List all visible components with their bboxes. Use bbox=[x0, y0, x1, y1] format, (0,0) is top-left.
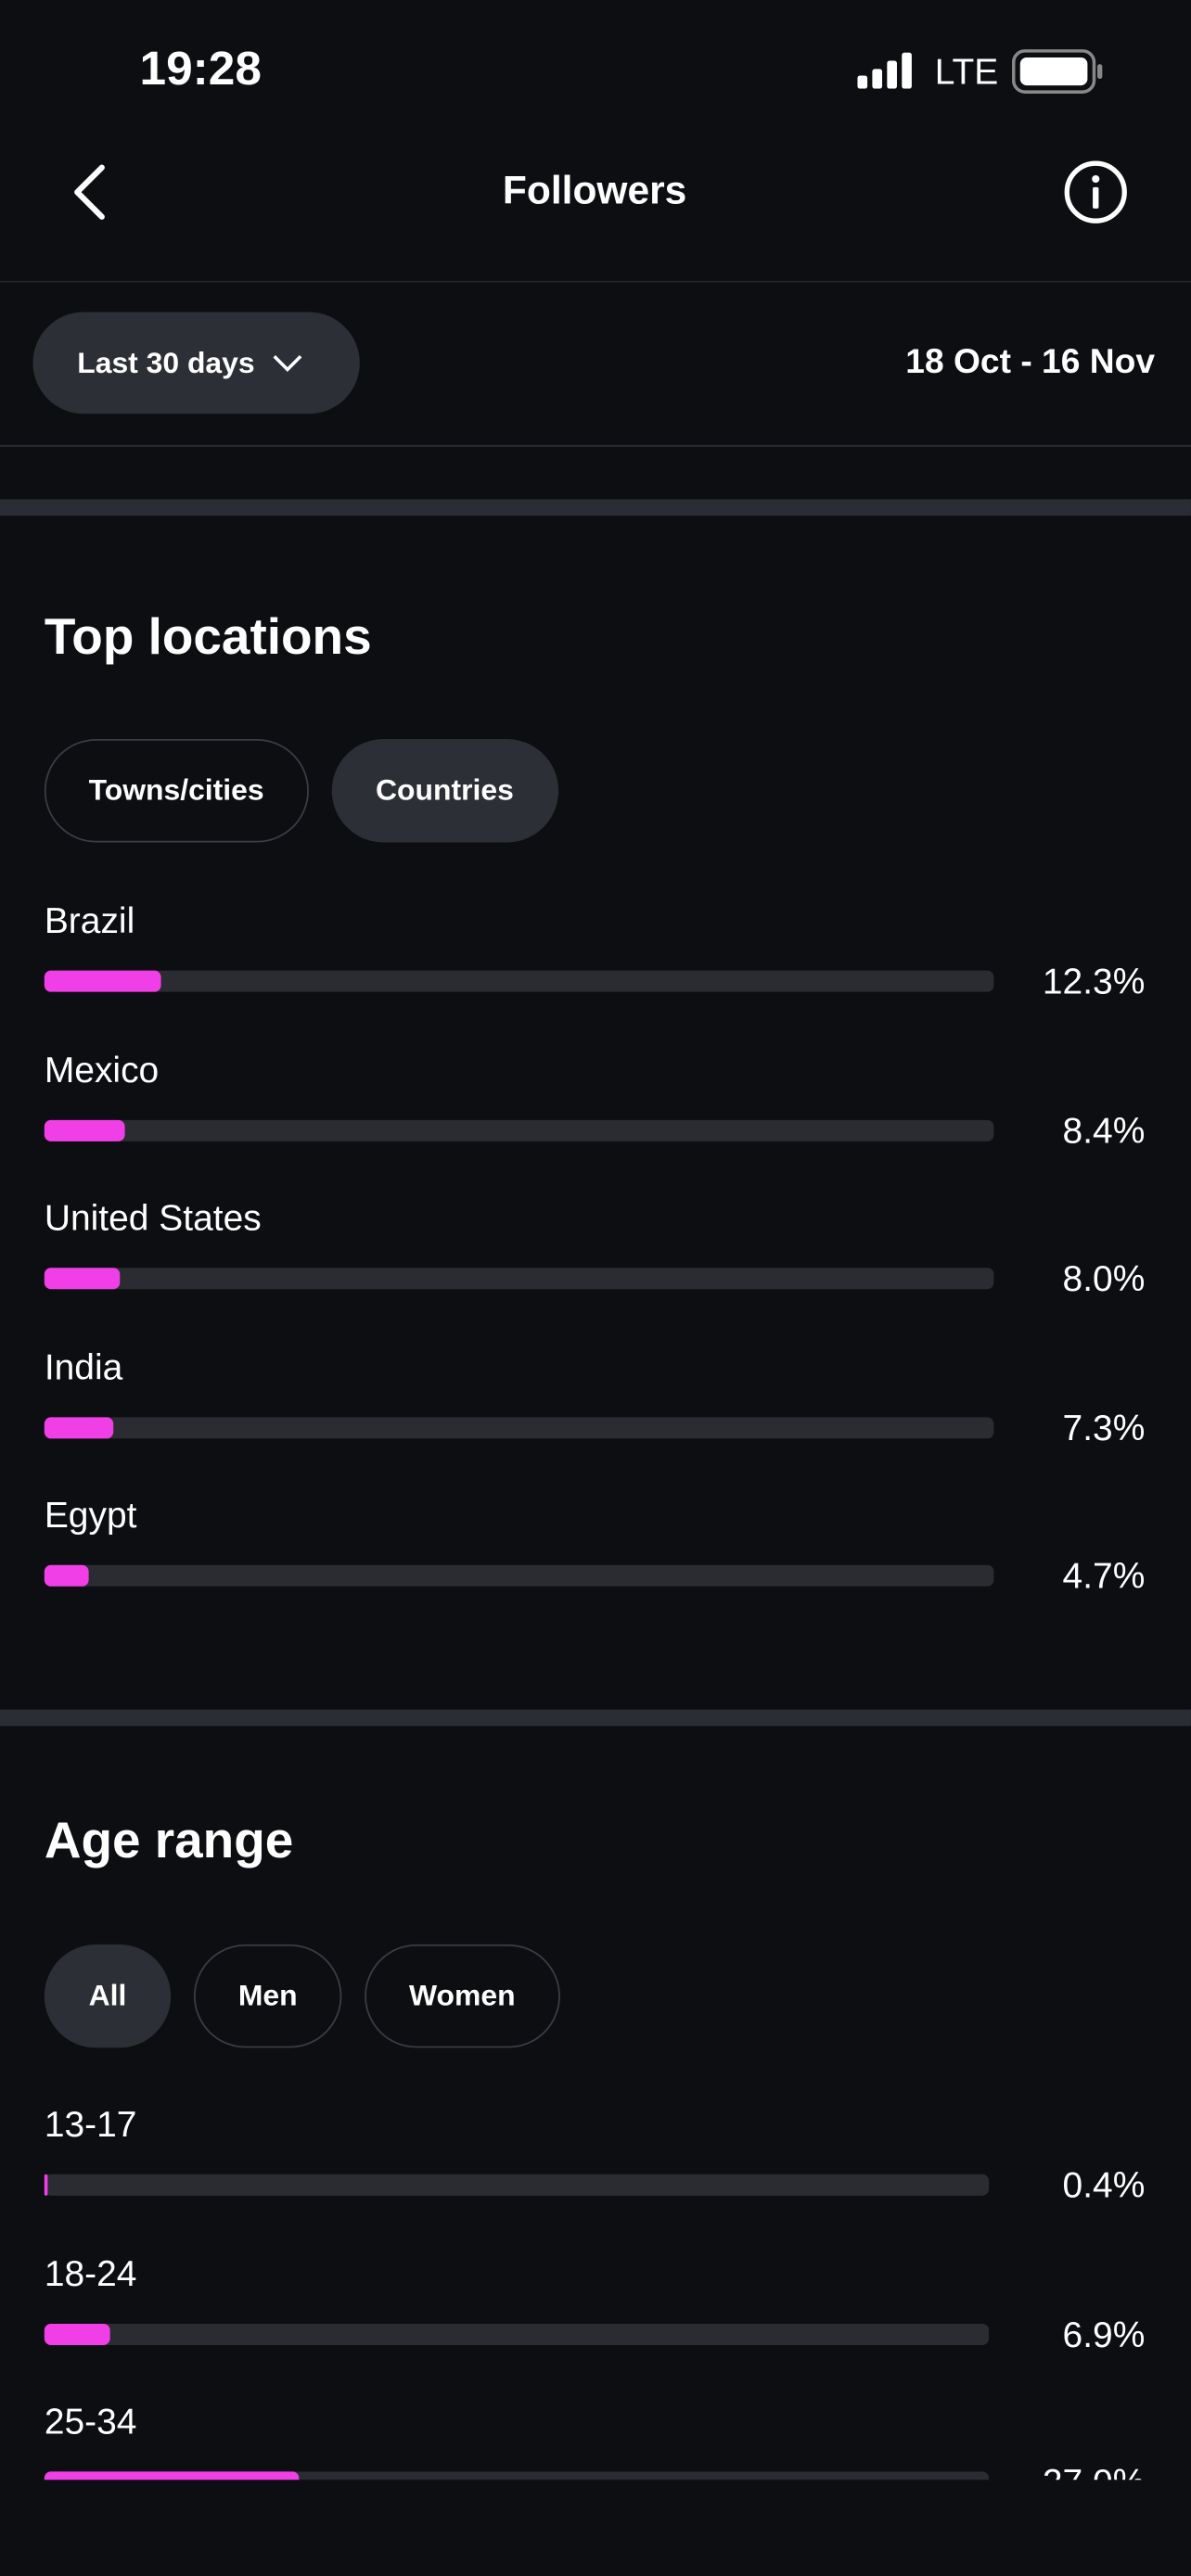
divider bbox=[0, 280, 1191, 283]
bar bbox=[44, 1118, 124, 1141]
row-label: 18-24 bbox=[44, 2251, 137, 2294]
battery-icon bbox=[1011, 49, 1103, 94]
row-label: United States bbox=[44, 1197, 262, 1239]
tab-group: All Men Women bbox=[44, 1944, 583, 2048]
tab-group: Towns/cities Countries bbox=[44, 738, 582, 843]
back-button[interactable] bbox=[66, 162, 115, 222]
signal-icon bbox=[857, 52, 912, 89]
bar bbox=[44, 1416, 114, 1438]
row-label: 13-17 bbox=[44, 2103, 137, 2145]
row-label: India bbox=[44, 1345, 123, 1387]
network-label: LTE bbox=[934, 50, 999, 93]
value-label: 7.3% bbox=[1062, 1406, 1146, 1448]
value-label: 8.4% bbox=[1062, 1109, 1146, 1151]
section-title: Top locations bbox=[44, 607, 372, 666]
period-label: Last 30 days bbox=[77, 345, 255, 379]
value-label: 4.7% bbox=[1062, 1555, 1146, 1597]
info-button[interactable] bbox=[1063, 159, 1129, 225]
page-title: Followers bbox=[502, 169, 687, 214]
bar-track bbox=[44, 1268, 994, 1290]
bar-track bbox=[44, 1564, 994, 1587]
row-label: Brazil bbox=[44, 899, 135, 941]
bar-track bbox=[44, 970, 994, 992]
section-separator bbox=[0, 499, 1191, 516]
section-title: Age range bbox=[44, 1811, 294, 1869]
tab[interactable]: Men bbox=[194, 1944, 342, 2048]
tab[interactable]: All bbox=[44, 1944, 172, 2048]
status-time: 19:28 bbox=[139, 43, 262, 96]
row-label: Egypt bbox=[44, 1494, 137, 1536]
chevron-down bbox=[273, 355, 302, 372]
bar bbox=[44, 1268, 121, 1290]
row-label: 25-34 bbox=[44, 2401, 137, 2442]
scroll-content: Top locations Towns/cities Countries Brazil… bbox=[0, 499, 1191, 2480]
date-range: 18 Oct - 16 Nov bbox=[905, 343, 1156, 381]
bar bbox=[44, 2471, 300, 2480]
section-separator bbox=[0, 1709, 1191, 1727]
bar-track bbox=[44, 2323, 990, 2345]
bar-track bbox=[44, 2174, 990, 2196]
value-label: 12.3% bbox=[1042, 961, 1146, 1002]
bar-track bbox=[44, 1118, 994, 1141]
bar bbox=[44, 2323, 110, 2345]
tab[interactable]: Towns/cities bbox=[44, 738, 309, 843]
period-dropdown[interactable]: Last 30 days bbox=[32, 312, 360, 414]
bar bbox=[44, 2174, 48, 2196]
bar-track bbox=[44, 1416, 994, 1438]
value-label: 0.4% bbox=[1062, 2164, 1146, 2206]
tab[interactable]: Women bbox=[365, 1944, 560, 2048]
divider bbox=[0, 444, 1191, 447]
bar bbox=[44, 970, 161, 992]
bar-track bbox=[44, 2471, 990, 2480]
bar bbox=[44, 1564, 89, 1587]
value-label: 6.9% bbox=[1062, 2313, 1146, 2354]
tab[interactable]: Countries bbox=[331, 738, 558, 843]
value-label: 8.0% bbox=[1062, 1257, 1146, 1299]
row-label: Mexico bbox=[44, 1048, 160, 1090]
value-label: 27.0% bbox=[1043, 2462, 1145, 2480]
